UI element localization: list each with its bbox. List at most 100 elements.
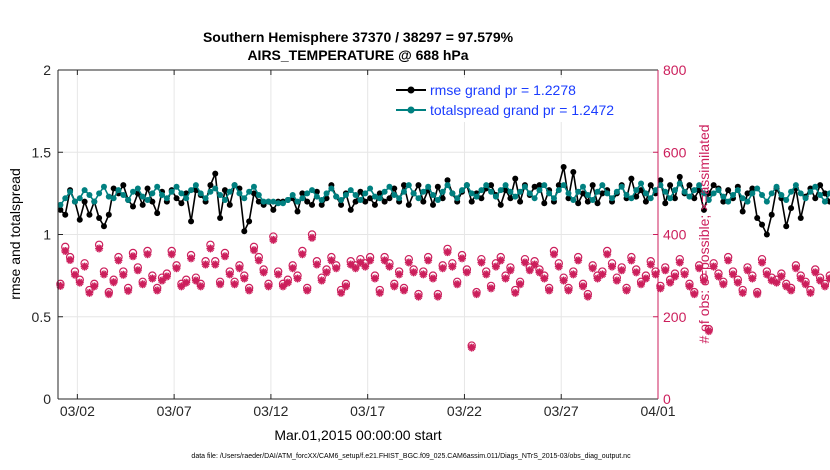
totalspread-point: [526, 190, 533, 197]
obs-assimilated-point: [549, 250, 558, 259]
totalspread-point: [560, 182, 567, 189]
obs-assimilated-point: [704, 327, 713, 336]
totalspread-point: [628, 195, 635, 202]
obs-assimilated-point: [75, 278, 84, 287]
obs-assimilated-point: [399, 286, 408, 295]
totalspread-point: [410, 190, 417, 197]
obs-assimilated-point: [656, 284, 665, 293]
totalspread-point: [696, 182, 703, 189]
obs-assimilated-point: [782, 282, 791, 291]
rmse-point: [647, 182, 654, 189]
totalspread-point: [715, 187, 722, 194]
obs-assimilated-point: [235, 264, 244, 273]
rmse-point: [744, 190, 751, 197]
totalspread-point: [478, 187, 485, 194]
y-tick-label-right: 0: [663, 391, 671, 407]
totalspread-point: [754, 185, 761, 192]
obs-assimilated-point: [356, 258, 365, 267]
obs-assimilated-point: [670, 272, 679, 281]
obs-assimilated-point: [153, 286, 162, 295]
obs-assimilated-point: [90, 282, 99, 291]
totalspread-point: [144, 196, 151, 203]
totalspread-point: [488, 188, 495, 195]
obs-assimilated-point: [308, 233, 317, 242]
obs-assimilated-point: [182, 278, 191, 287]
obs-assimilated-point: [269, 235, 278, 244]
obs-assimilated-point: [574, 256, 583, 265]
rmse-point: [580, 190, 586, 197]
rmse-point: [362, 198, 369, 205]
rmse-point: [788, 205, 795, 212]
totalspread-point: [570, 196, 577, 203]
obs-assimilated-point: [346, 260, 355, 269]
totalspread-point: [120, 192, 127, 199]
totalspread-point: [734, 187, 741, 194]
rmse-point: [299, 190, 306, 197]
totalspread-point: [807, 188, 814, 195]
obs-assimilated-point: [414, 292, 423, 301]
obs-assimilated-point: [753, 290, 762, 299]
totalspread-point: [667, 195, 674, 202]
totalspread-point: [415, 195, 422, 202]
totalspread-point: [289, 192, 296, 199]
rmse-point: [212, 170, 219, 177]
totalspread-point: [521, 183, 528, 190]
y-axis-label-left: rmse and totalspread: [7, 168, 23, 300]
obs-assimilated-point: [327, 256, 336, 265]
totalspread-point: [768, 190, 775, 197]
totalspread-point: [76, 195, 83, 202]
totalspread-point: [342, 192, 349, 199]
obs-assimilated-point: [738, 288, 747, 297]
obs-assimilated-point: [651, 270, 660, 279]
totalspread-point: [270, 198, 277, 205]
obs-assimilated-point: [240, 274, 249, 283]
rmse-point: [502, 187, 509, 194]
totalspread-point: [749, 190, 756, 197]
totalspread-point: [444, 182, 451, 189]
totalspread-point: [371, 193, 378, 200]
totalspread-point: [323, 190, 330, 197]
legend-marker-rmse: [407, 86, 415, 94]
totalspread-point: [333, 193, 340, 200]
obs-assimilated-point: [104, 290, 113, 299]
totalspread-point: [584, 192, 591, 199]
rmse-point: [415, 182, 422, 189]
obs-assimilated-point: [424, 256, 433, 265]
totalspread-point: [139, 193, 146, 200]
obs-assimilated-point: [579, 282, 587, 291]
rmse-point: [130, 203, 136, 210]
obs-assimilated-point: [564, 286, 573, 295]
obs-assimilated-point: [390, 282, 399, 291]
obs-assimilated-point: [143, 250, 152, 259]
rmse-point: [633, 193, 640, 200]
totalspread-point: [159, 192, 166, 199]
totalspread-point: [91, 198, 98, 205]
obs-assimilated-point: [225, 270, 234, 279]
rmse-point: [536, 182, 543, 189]
totalspread-point: [173, 183, 180, 190]
obs-assimilated-point: [133, 266, 142, 275]
rmse-point: [352, 198, 359, 205]
totalspread-point: [575, 188, 582, 195]
totalspread-point: [400, 188, 407, 195]
obs-assimilated-point: [569, 270, 578, 279]
totalspread-point: [275, 200, 282, 207]
obs-assimilated-point: [361, 262, 370, 271]
totalspread-point: [405, 182, 412, 189]
totalspread-point: [691, 187, 698, 194]
obs-assimilated-point: [433, 292, 442, 301]
obs-assimilated-point: [298, 250, 307, 259]
rmse-point: [826, 198, 830, 205]
totalspread-point: [338, 196, 345, 203]
obs-assimilated-point: [685, 282, 694, 291]
x-axis-label: Mar.01,2015 00:00:00 start: [274, 427, 441, 443]
obs-assimilated-point: [332, 264, 341, 273]
totalspread-point: [430, 192, 436, 199]
obs-assimilated-point: [675, 258, 684, 267]
totalspread-point: [294, 198, 301, 205]
rmse-point: [371, 201, 378, 208]
x-tick-label: 04/01: [640, 403, 675, 419]
totalspread-point: [638, 180, 645, 187]
chart-title-line1: Southern Hemisphere 37370 / 38297 = 97.5…: [203, 29, 514, 45]
obs-assimilated-point: [787, 286, 796, 295]
